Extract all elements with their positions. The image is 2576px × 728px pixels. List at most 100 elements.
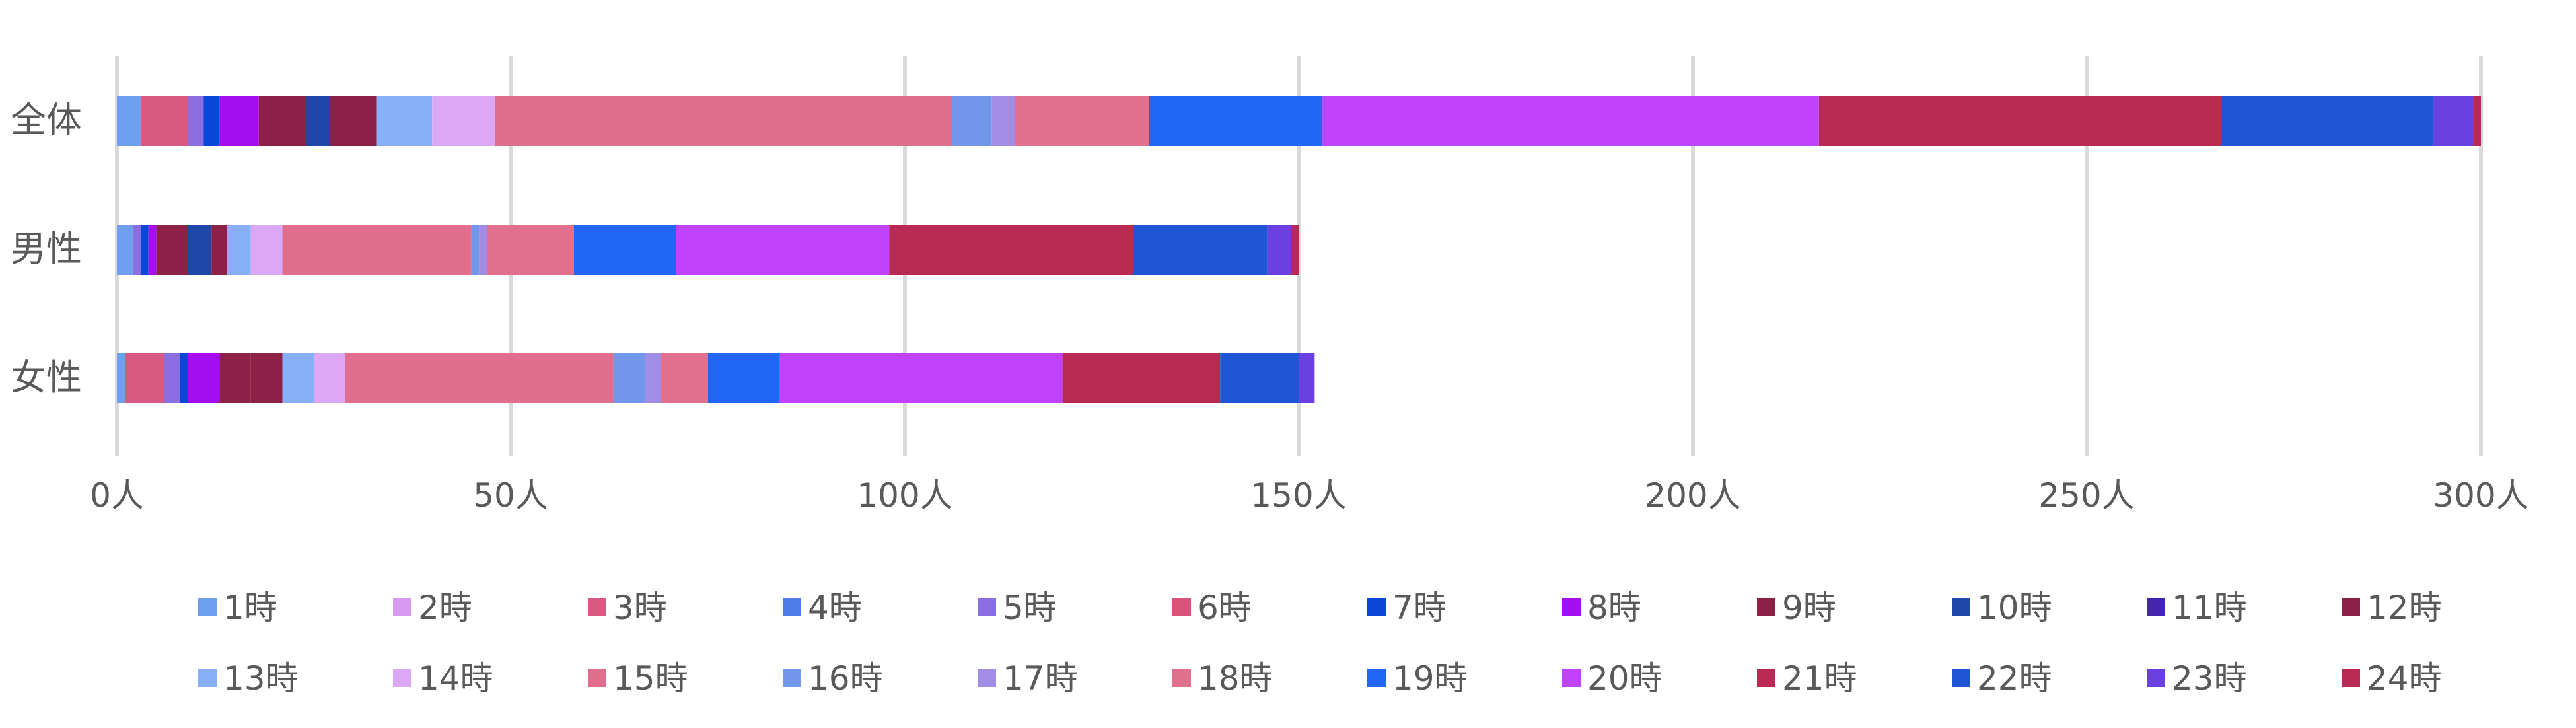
- x-tick-label: 200人: [1645, 476, 1740, 515]
- bar-segment: [707, 353, 779, 403]
- legend-swatch: [1562, 598, 1581, 616]
- bar-segment: [1133, 225, 1268, 275]
- legend-label: 9時: [1782, 589, 1836, 627]
- bar-segment: [117, 96, 141, 146]
- legend-swatch: [783, 669, 801, 687]
- legend-item: 20時: [1562, 659, 1663, 698]
- legend-item: 19時: [1367, 659, 1468, 698]
- x-tick-label: 0人: [90, 476, 144, 515]
- legend-label: 3時: [613, 589, 667, 627]
- bar-segment: [164, 353, 180, 403]
- bar-segment: [1062, 353, 1221, 403]
- legend-item: 17時: [978, 659, 1078, 698]
- legend-label: 6時: [1198, 589, 1252, 627]
- legend-label: 15時: [613, 659, 688, 698]
- bar-segment: [124, 353, 164, 403]
- legend-item: 10時: [1952, 589, 2052, 627]
- legend-swatch: [978, 598, 996, 616]
- legend: 1時 2時 3時 4時 5時 6時 7時 8時 9時 10時 11時 12時 13時 14時 15時 16時 1…: [198, 589, 2442, 698]
- bar-segment: [148, 225, 157, 275]
- legend-label: 10時: [1977, 589, 2052, 627]
- bar-segment: [188, 96, 204, 146]
- legend-swatch: [198, 669, 217, 687]
- legend-label: 12時: [2367, 589, 2442, 627]
- bar-segment: [1299, 353, 1315, 403]
- legend-item: 14時: [393, 659, 493, 698]
- legend-swatch: [1367, 598, 1386, 616]
- bar-segment: [156, 225, 188, 275]
- bar-segment: [432, 96, 495, 146]
- bar-segment: [1015, 96, 1149, 146]
- bar-segment: [2221, 96, 2434, 146]
- legend-item: 1時: [198, 589, 277, 627]
- legend-label: 20時: [1587, 659, 1663, 698]
- legend-label: 19時: [1392, 659, 1468, 698]
- bar-segment: [2433, 96, 2474, 146]
- bar-segment: [376, 96, 433, 146]
- legend-item: 4時: [783, 589, 862, 627]
- bar-segment: [1220, 353, 1299, 403]
- bar-segment: [132, 225, 141, 275]
- legend-item: 5時: [978, 589, 1057, 627]
- legend-swatch: [1952, 598, 1970, 616]
- bar-segment: [573, 225, 677, 275]
- bar-segment: [282, 353, 314, 403]
- bar-segment: [1149, 96, 1323, 146]
- legend-item: 23時: [2147, 659, 2247, 698]
- category-labels: 全体 男性 女性: [11, 99, 82, 398]
- legend-item: 13時: [198, 659, 299, 698]
- legend-item: 8時: [1562, 589, 1641, 627]
- bar-segment: [140, 225, 149, 275]
- legend-swatch: [2147, 669, 2165, 687]
- bar-segment: [219, 353, 251, 403]
- bar-segment: [117, 353, 125, 403]
- bar-segment: [227, 225, 251, 275]
- bar-segment: [250, 353, 283, 403]
- legend-label: 13時: [223, 659, 299, 698]
- legend-swatch: [393, 598, 411, 616]
- legend-label: 17時: [1003, 659, 1078, 698]
- bar-segment: [645, 353, 661, 403]
- legend-swatch: [1367, 669, 1386, 687]
- bar-segment: [952, 96, 992, 146]
- x-tick-label: 250人: [2038, 476, 2134, 515]
- bar-segment: [661, 353, 708, 403]
- bar-segment: [203, 96, 220, 146]
- legend-label: 23時: [2172, 659, 2247, 698]
- bar-segment: [211, 225, 228, 275]
- bar-segment: [1322, 96, 1819, 146]
- bar-segment: [330, 96, 377, 146]
- legend-label: 7時: [1392, 589, 1447, 627]
- legend-swatch: [978, 669, 996, 687]
- legend-swatch: [2342, 669, 2360, 687]
- bar-segment: [471, 225, 480, 275]
- legend-item: 18時: [1172, 659, 1273, 698]
- bar-segment: [495, 96, 952, 146]
- legend-item: 22時: [1952, 659, 2052, 698]
- legend-item: 11時: [2147, 589, 2247, 627]
- bar-segment: [479, 225, 487, 275]
- legend-swatch: [1757, 598, 1775, 616]
- bar-segment: [1291, 225, 1299, 275]
- legend-swatch: [393, 669, 411, 687]
- legend-swatch: [2147, 598, 2165, 616]
- bar-segment: [117, 225, 133, 275]
- legend-item: 16時: [783, 659, 883, 698]
- legend-item: 24時: [2342, 659, 2442, 698]
- legend-swatch: [2342, 598, 2360, 616]
- bar-segment: [889, 225, 1133, 275]
- legend-label: 11時: [2172, 589, 2247, 627]
- legend-swatch: [1757, 669, 1775, 687]
- legend-item: 21時: [1757, 659, 1857, 698]
- legend-swatch: [783, 598, 801, 616]
- legend-label: 16時: [808, 659, 883, 698]
- bar-segment: [2473, 96, 2481, 146]
- legend-swatch: [1172, 598, 1191, 616]
- legend-item: 3時: [588, 589, 667, 627]
- legend-item: 15時: [588, 659, 688, 698]
- legend-label: 21時: [1782, 659, 1857, 698]
- category-label: 全体: [11, 99, 82, 141]
- legend-swatch: [1952, 669, 1970, 687]
- legend-swatch: [588, 598, 606, 616]
